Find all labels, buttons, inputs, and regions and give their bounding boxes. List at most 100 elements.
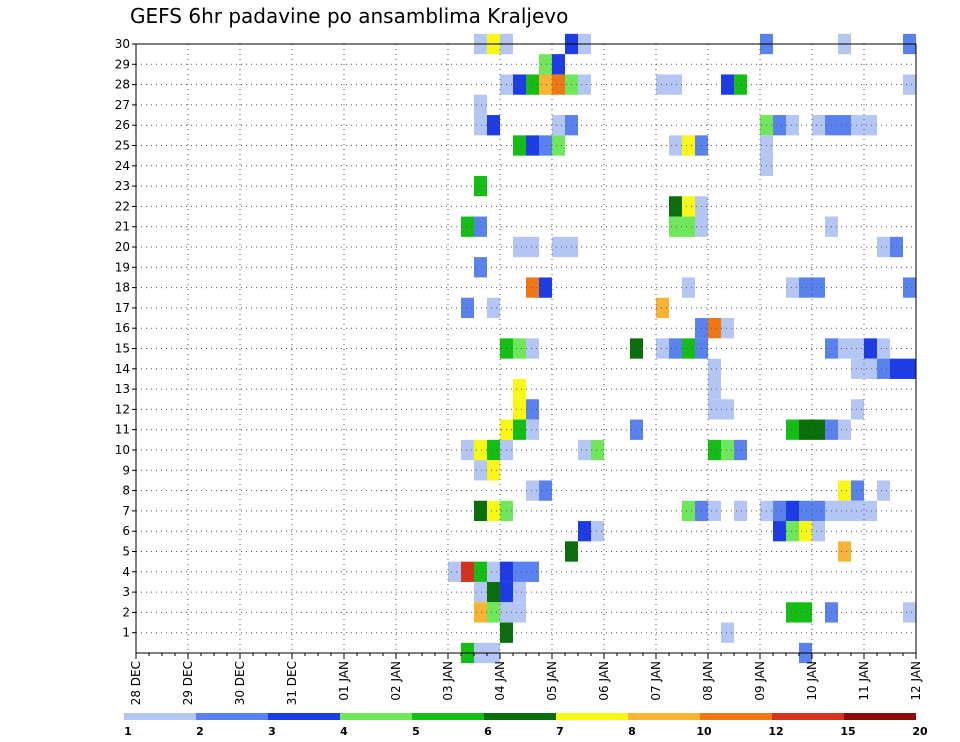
colorbar-label: 4 bbox=[340, 725, 348, 738]
heatmap-cell bbox=[786, 419, 799, 440]
colorbar-label: 5 bbox=[412, 725, 420, 738]
colorbar-label: 20 bbox=[912, 725, 928, 738]
y-tick-label: 17 bbox=[115, 301, 130, 315]
heatmap-cell bbox=[786, 500, 799, 522]
heatmap-cell bbox=[721, 399, 734, 420]
heatmap-cell bbox=[812, 521, 825, 542]
heatmap-cell bbox=[526, 74, 539, 95]
heatmap-cell bbox=[487, 561, 500, 582]
y-tick-label: 25 bbox=[115, 139, 130, 153]
heatmap-cell bbox=[552, 135, 565, 156]
heatmap-cell bbox=[487, 115, 500, 136]
x-tick-label: 07 JAN bbox=[649, 661, 663, 701]
heatmap-cell bbox=[578, 439, 591, 461]
heatmap-cell bbox=[708, 378, 721, 400]
colorbar-swatch bbox=[412, 713, 484, 720]
y-tick-label: 5 bbox=[122, 545, 130, 559]
x-tick-label: 06 JAN bbox=[597, 661, 611, 701]
heatmap-cell bbox=[526, 399, 539, 420]
heatmap-cell bbox=[474, 175, 487, 197]
heatmap-cell bbox=[656, 297, 669, 319]
colorbar-label: 8 bbox=[628, 725, 636, 738]
y-tick-label: 8 bbox=[122, 484, 130, 498]
colorbar-label: 3 bbox=[268, 725, 276, 738]
heatmap-cell bbox=[812, 500, 825, 522]
heatmap-cell bbox=[513, 561, 526, 582]
heatmap-cell bbox=[877, 480, 890, 501]
heatmap-cell bbox=[838, 115, 851, 136]
y-tick-label: 29 bbox=[115, 57, 130, 71]
x-tick-label: 29 DEC bbox=[181, 661, 195, 705]
y-tick-label: 10 bbox=[115, 443, 130, 457]
colorbar-label: 10 bbox=[696, 725, 712, 738]
heatmap-cell bbox=[526, 277, 539, 298]
heatmap-cell bbox=[682, 216, 695, 237]
heatmap-cell bbox=[877, 358, 890, 379]
heatmap-cell bbox=[812, 419, 825, 440]
x-tick-label: 05 JAN bbox=[545, 661, 559, 701]
heatmap-cell bbox=[578, 521, 591, 542]
x-tick-label: 31 DEC bbox=[285, 661, 299, 705]
heatmap-cell bbox=[838, 480, 851, 501]
heatmap-cell bbox=[851, 500, 864, 522]
heatmap-cell bbox=[474, 94, 487, 116]
colorbar-label: 7 bbox=[556, 725, 564, 738]
heatmap-cell bbox=[708, 500, 721, 522]
colorbar-swatch bbox=[484, 713, 556, 720]
heatmap-cell bbox=[526, 236, 539, 258]
heatmap-cell bbox=[474, 216, 487, 237]
y-tick-label: 21 bbox=[115, 220, 130, 234]
heatmap-cell bbox=[669, 338, 682, 359]
y-tick-label: 27 bbox=[115, 98, 130, 112]
y-tick-label: 2 bbox=[122, 605, 130, 619]
colorbar-label: 6 bbox=[484, 725, 492, 738]
heatmap-cell bbox=[682, 135, 695, 156]
heatmap-cell bbox=[851, 399, 864, 420]
heatmap-cell bbox=[474, 439, 487, 461]
heatmap-cell bbox=[591, 439, 604, 461]
heatmap-cell bbox=[513, 378, 526, 400]
heatmap-cell bbox=[487, 500, 500, 522]
heatmap-cell bbox=[708, 318, 721, 339]
colorbar-swatch bbox=[340, 713, 412, 720]
heatmap-cell bbox=[461, 561, 474, 582]
x-tick-label: 09 JAN bbox=[753, 661, 767, 701]
heatmap-cell bbox=[539, 135, 552, 156]
heatmap-cell bbox=[669, 135, 682, 156]
heatmap-cell bbox=[786, 602, 799, 623]
heatmap-cell bbox=[656, 74, 669, 95]
x-tick-label: 11 JAN bbox=[857, 661, 871, 701]
heatmap-cell bbox=[799, 500, 812, 522]
y-tick-label: 3 bbox=[122, 585, 130, 599]
colorbar-label: 15 bbox=[840, 725, 855, 738]
heatmap-cell bbox=[773, 521, 786, 542]
heatmap-cell bbox=[552, 54, 565, 75]
y-tick-label: 12 bbox=[115, 402, 130, 416]
heatmap-cell bbox=[851, 480, 864, 501]
heatmap-cell bbox=[903, 358, 916, 379]
heatmap-cell bbox=[526, 135, 539, 156]
heatmap-cell bbox=[669, 196, 682, 217]
x-tick-label: 08 JAN bbox=[701, 661, 715, 701]
colorbar-swatch bbox=[268, 713, 340, 720]
heatmap-cell bbox=[773, 115, 786, 136]
heatmap-cell bbox=[786, 521, 799, 542]
heatmap-cell bbox=[513, 74, 526, 95]
colorbar-swatch bbox=[700, 713, 772, 720]
heatmap-cell bbox=[513, 399, 526, 420]
heatmap-cell bbox=[474, 115, 487, 136]
axes: 1234567891011121314151617181920212223242… bbox=[115, 37, 923, 705]
y-tick-label: 1 bbox=[122, 626, 130, 640]
y-tick-label: 18 bbox=[115, 281, 130, 295]
y-tick-label: 26 bbox=[115, 118, 130, 132]
heatmap-cell bbox=[539, 54, 552, 75]
heatmap-cell bbox=[526, 480, 539, 501]
y-tick-label: 7 bbox=[122, 504, 130, 518]
colorbar-label: 1 bbox=[124, 725, 132, 738]
heatmap-cell bbox=[513, 581, 526, 603]
heatmap-cell bbox=[799, 277, 812, 298]
heatmap-cell bbox=[877, 338, 890, 359]
heatmap-cell bbox=[578, 74, 591, 95]
colorbar-label: 2 bbox=[196, 725, 204, 738]
